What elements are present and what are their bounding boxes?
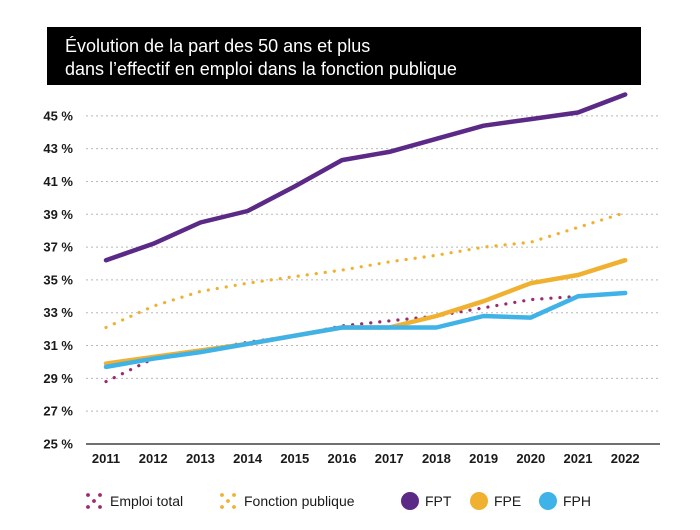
x-tick-label: 2014 bbox=[233, 451, 263, 466]
legend-dotted-marker bbox=[220, 493, 224, 497]
legend-label: Emploi total bbox=[110, 493, 183, 509]
legend-label: FPT bbox=[425, 493, 452, 509]
chart-title-box: Évolution de la part des 50 ans et plus … bbox=[47, 27, 641, 85]
y-axis-ticks: 25 % 27 % 29 % 31 % 33 % 35 % 37 % 39 % 41 % 43 %… bbox=[43, 108, 73, 451]
legend-dotted-marker bbox=[98, 493, 102, 497]
y-tick-label: 35 % bbox=[43, 272, 73, 287]
y-tick-label: 29 % bbox=[43, 371, 73, 386]
legend-label: Fonction publique bbox=[244, 493, 355, 509]
x-tick-label: 2013 bbox=[186, 451, 215, 466]
legend-dotted-marker bbox=[232, 493, 236, 497]
y-tick-label: 27 % bbox=[43, 404, 73, 419]
legend-label: FPE bbox=[494, 493, 521, 509]
legend-circle-marker bbox=[470, 492, 488, 510]
x-tick-label: 2011 bbox=[92, 451, 120, 466]
legend: Emploi total Fonction publique FPT FPE FPH bbox=[86, 492, 591, 510]
series-lines bbox=[103, 92, 628, 384]
y-tick-label: 25 % bbox=[43, 437, 73, 452]
y-tick-label: 45 % bbox=[43, 108, 73, 123]
legend-dotted-marker bbox=[86, 493, 90, 497]
x-tick-label: 2012 bbox=[139, 451, 168, 466]
legend-item: FPE bbox=[470, 492, 521, 510]
x-tick-label: 2020 bbox=[516, 451, 545, 466]
y-tick-label: 43 % bbox=[43, 141, 73, 156]
x-axis-ticks: 2011 2012 2013 2014 2015 2016 2017 2018 2019 2020… bbox=[92, 451, 640, 466]
y-tick-label: 33 % bbox=[43, 305, 73, 320]
legend-item: FPT bbox=[401, 492, 452, 510]
legend-dotted-marker bbox=[86, 505, 90, 509]
y-tick-label: 39 % bbox=[43, 207, 73, 222]
y-tick-label: 31 % bbox=[43, 338, 73, 353]
y-tick-label: 37 % bbox=[43, 240, 73, 255]
series-line-fpt bbox=[103, 92, 628, 263]
legend-label: FPH bbox=[563, 493, 591, 509]
x-tick-label: 2015 bbox=[280, 451, 309, 466]
chart-title-line-1: Évolution de la part des 50 ans et plus bbox=[65, 36, 371, 56]
x-tick-label: 2021 bbox=[564, 451, 593, 466]
legend-dotted-marker bbox=[98, 505, 102, 509]
series-line-emploi-total bbox=[104, 291, 627, 384]
legend-dotted-marker bbox=[232, 505, 236, 509]
legend-item: FPH bbox=[539, 492, 591, 510]
legend-item: Fonction publique bbox=[220, 493, 355, 509]
legend-dotted-marker bbox=[220, 505, 224, 509]
x-tick-label: 2018 bbox=[422, 451, 451, 466]
x-tick-label: 2019 bbox=[469, 451, 498, 466]
series-line-fph bbox=[103, 290, 628, 370]
legend-dotted-marker bbox=[92, 499, 96, 503]
grid-lines bbox=[86, 115, 660, 412]
x-tick-label: 2017 bbox=[375, 451, 404, 466]
chart-title-line-2: dans l’effectif en emploi dans la foncti… bbox=[65, 59, 457, 79]
x-tick-label: 2022 bbox=[611, 451, 640, 466]
legend-circle-marker bbox=[401, 492, 419, 510]
x-tick-label: 2016 bbox=[328, 451, 357, 466]
y-tick-label: 41 % bbox=[43, 174, 73, 189]
legend-circle-marker bbox=[539, 492, 557, 510]
legend-dotted-marker bbox=[226, 499, 230, 503]
legend-item: Emploi total bbox=[86, 493, 183, 509]
